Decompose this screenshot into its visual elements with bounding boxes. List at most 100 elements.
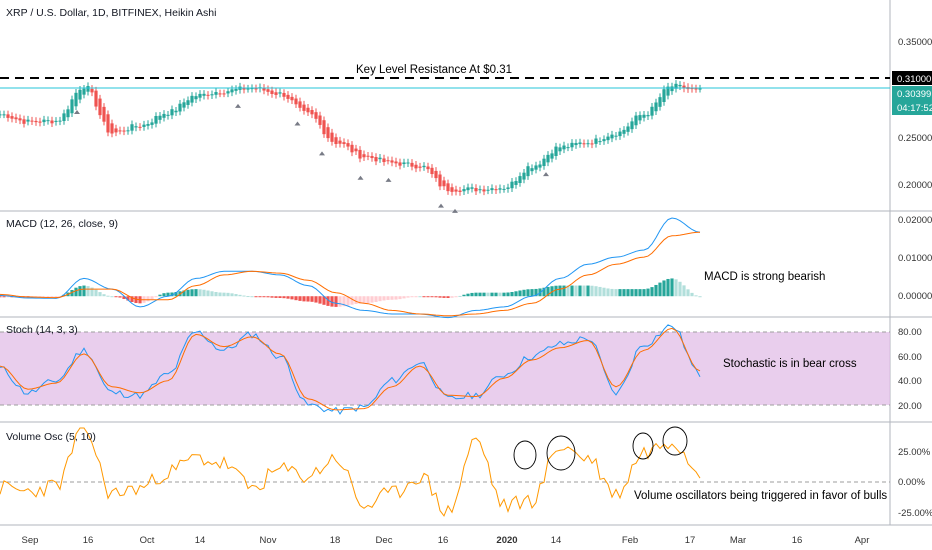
candle-body[interactable] bbox=[562, 145, 566, 150]
candle-body[interactable] bbox=[514, 181, 518, 185]
candle-body[interactable] bbox=[638, 115, 642, 121]
candle-body[interactable] bbox=[462, 189, 466, 192]
candle-body[interactable] bbox=[590, 143, 594, 145]
candle-body[interactable] bbox=[530, 168, 534, 172]
candle-body[interactable] bbox=[194, 96, 198, 100]
candle-body[interactable] bbox=[26, 119, 30, 122]
candle-body[interactable] bbox=[642, 114, 646, 118]
volume-axis[interactable]: 25.00% 0.00% -25.00% bbox=[898, 447, 932, 519]
candle-body[interactable] bbox=[430, 167, 434, 175]
candle-body[interactable] bbox=[570, 142, 574, 148]
candle-body[interactable] bbox=[374, 157, 378, 162]
candle-body[interactable] bbox=[534, 165, 538, 170]
candle-body[interactable] bbox=[626, 126, 630, 132]
candle-body[interactable] bbox=[118, 130, 122, 132]
candle-body[interactable] bbox=[602, 139, 606, 142]
candle-body[interactable] bbox=[670, 86, 674, 92]
candle-body[interactable] bbox=[382, 158, 386, 163]
candle-body[interactable] bbox=[266, 89, 270, 92]
candle-body[interactable] bbox=[78, 89, 82, 100]
volume-osc-line[interactable] bbox=[0, 427, 701, 517]
candle-body[interactable] bbox=[618, 131, 622, 137]
candle-body[interactable] bbox=[98, 98, 102, 116]
candle-body[interactable] bbox=[310, 110, 314, 115]
candle-body[interactable] bbox=[338, 140, 342, 144]
candle-body[interactable] bbox=[198, 93, 202, 98]
candle-body[interactable] bbox=[482, 189, 486, 192]
candle-body[interactable] bbox=[522, 172, 526, 180]
candle-body[interactable] bbox=[222, 93, 226, 95]
candle-body[interactable] bbox=[122, 130, 126, 132]
candle-body[interactable] bbox=[270, 90, 274, 94]
candle-body[interactable] bbox=[242, 88, 246, 90]
candle-body[interactable] bbox=[314, 112, 318, 119]
candle-body[interactable] bbox=[182, 102, 186, 108]
candle-body[interactable] bbox=[190, 95, 194, 103]
candle-body[interactable] bbox=[674, 83, 678, 89]
candle-body[interactable] bbox=[42, 119, 46, 123]
candle-body[interactable] bbox=[102, 106, 106, 122]
candle-body[interactable] bbox=[538, 164, 542, 168]
candle-body[interactable] bbox=[254, 88, 258, 90]
candle-body[interactable] bbox=[586, 143, 590, 145]
candle-body[interactable] bbox=[434, 170, 438, 179]
candle-body[interactable] bbox=[202, 93, 206, 96]
candle-body[interactable] bbox=[174, 110, 178, 113]
candle-body[interactable] bbox=[62, 113, 66, 122]
candle-body[interactable] bbox=[698, 88, 702, 90]
candle-body[interactable] bbox=[50, 120, 54, 124]
candle-body[interactable] bbox=[650, 106, 654, 116]
candle-body[interactable] bbox=[158, 115, 162, 120]
macd-line[interactable] bbox=[0, 217, 701, 319]
candle-body[interactable] bbox=[502, 188, 506, 190]
candle-body[interactable] bbox=[394, 161, 398, 164]
candle-body[interactable] bbox=[106, 114, 110, 133]
candle-body[interactable] bbox=[662, 89, 666, 102]
candle-body[interactable] bbox=[422, 165, 426, 168]
candle-body[interactable] bbox=[114, 128, 118, 133]
candle-body[interactable] bbox=[558, 147, 562, 152]
candle-body[interactable] bbox=[318, 115, 322, 125]
candle-body[interactable] bbox=[574, 143, 578, 146]
candle-body[interactable] bbox=[146, 124, 150, 126]
candlestick-series[interactable] bbox=[0, 80, 702, 196]
candle-body[interactable] bbox=[334, 137, 338, 145]
candle-body[interactable] bbox=[402, 162, 406, 165]
candle-body[interactable] bbox=[246, 88, 250, 90]
candle-body[interactable] bbox=[86, 86, 90, 92]
candle-body[interactable] bbox=[6, 114, 10, 118]
candle-body[interactable] bbox=[630, 121, 634, 130]
candle-body[interactable] bbox=[666, 86, 670, 96]
candle-body[interactable] bbox=[578, 142, 582, 145]
candle-body[interactable] bbox=[546, 154, 550, 163]
candle-body[interactable] bbox=[582, 143, 586, 145]
candle-body[interactable] bbox=[594, 138, 598, 144]
candle-body[interactable] bbox=[566, 147, 570, 149]
candle-body[interactable] bbox=[494, 189, 498, 191]
candle-body[interactable] bbox=[90, 88, 94, 93]
candle-body[interactable] bbox=[326, 127, 330, 139]
candle-body[interactable] bbox=[34, 120, 38, 123]
candle-body[interactable] bbox=[694, 88, 698, 90]
candle-body[interactable] bbox=[30, 120, 34, 122]
candle-body[interactable] bbox=[298, 101, 302, 108]
candle-body[interactable] bbox=[678, 84, 682, 87]
candle-body[interactable] bbox=[154, 116, 158, 124]
candle-body[interactable] bbox=[470, 187, 474, 189]
candle-body[interactable] bbox=[450, 187, 454, 192]
candle-body[interactable] bbox=[654, 102, 658, 112]
candle-body[interactable] bbox=[294, 98, 298, 105]
candle-body[interactable] bbox=[366, 155, 370, 157]
candle-body[interactable] bbox=[378, 157, 382, 160]
candle-body[interactable] bbox=[542, 158, 546, 167]
candle-body[interactable] bbox=[14, 117, 18, 120]
candle-body[interactable] bbox=[214, 92, 218, 95]
candle-body[interactable] bbox=[442, 180, 446, 187]
candle-body[interactable] bbox=[142, 124, 146, 127]
candle-body[interactable] bbox=[186, 100, 190, 105]
candle-body[interactable] bbox=[486, 189, 490, 191]
candle-body[interactable] bbox=[150, 122, 154, 125]
candle-body[interactable] bbox=[498, 188, 502, 190]
stoch-d-line[interactable] bbox=[0, 327, 701, 411]
